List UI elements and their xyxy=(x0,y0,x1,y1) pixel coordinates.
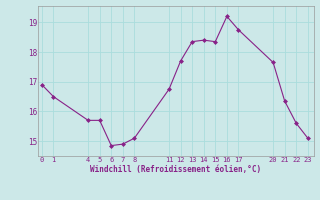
X-axis label: Windchill (Refroidissement éolien,°C): Windchill (Refroidissement éolien,°C) xyxy=(91,165,261,174)
